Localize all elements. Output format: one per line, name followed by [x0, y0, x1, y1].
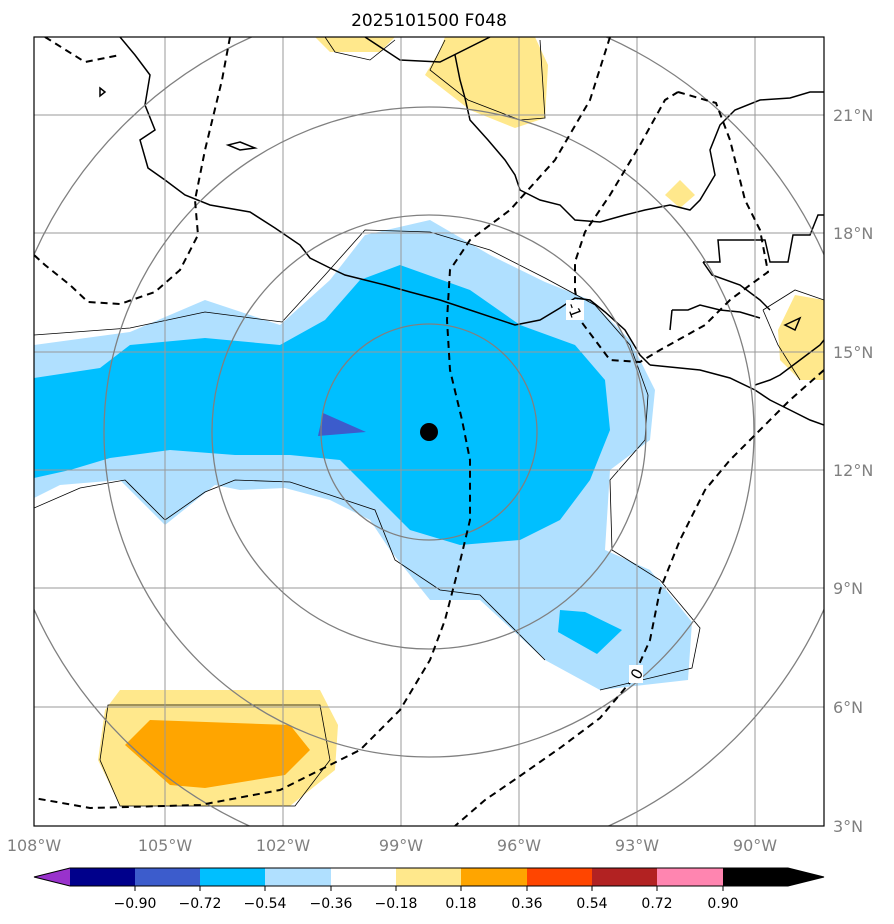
- lon-labels: 108°W 105°W 102°W 99°W 96°W 93°W 90°W: [7, 836, 777, 855]
- colorbar-segment: [331, 868, 396, 886]
- colorbar-segment: [657, 868, 723, 886]
- lon-label: 90°W: [733, 836, 777, 855]
- lat-label: 15°N: [833, 343, 873, 362]
- colorbar-segment: [70, 868, 135, 886]
- colorbar-extend-high: [723, 868, 824, 886]
- colorbar-segment: [396, 868, 461, 886]
- colorbar-tick-label: −0.72: [179, 896, 222, 912]
- lat-label: 21°N: [833, 106, 873, 125]
- lat-label: 3°N: [833, 817, 863, 836]
- lon-label: 108°W: [7, 836, 62, 855]
- lat-label: 6°N: [833, 698, 863, 717]
- lon-label: 99°W: [379, 836, 423, 855]
- colorbar-extend-low: [34, 868, 70, 886]
- lat-label: 9°N: [833, 579, 863, 598]
- thin-contours: [34, 37, 824, 807]
- fill-orange: [125, 720, 310, 788]
- colorbar-ticks: [134, 886, 724, 891]
- map-title: 2025101500 F048: [351, 11, 507, 31]
- colorbar-segment: [200, 868, 265, 886]
- lon-label: 105°W: [138, 836, 193, 855]
- fill-royalblue: [318, 413, 366, 436]
- dashed-contours: [34, 37, 824, 826]
- lat-label: 18°N: [833, 224, 873, 243]
- fill-yellow-top2: [425, 37, 548, 128]
- colorbar-tick-label: 0.54: [576, 896, 607, 912]
- range-rings: [34, 37, 824, 826]
- colorbar-segment: [135, 868, 200, 886]
- fill-yellow-small: [665, 180, 695, 208]
- colorbar: −0.90 −0.72 −0.54 −0.36 −0.18 0.18 0.36 …: [33, 867, 825, 912]
- colorbar-tick-label: −0.54: [244, 896, 287, 912]
- colorbar-segment: [461, 868, 527, 886]
- map-area: -1 0: [34, 37, 824, 826]
- fill-skyblue: [34, 265, 610, 545]
- coastlines: [99, 37, 824, 426]
- contour-label-minus1: -1: [563, 300, 585, 320]
- storm-center-marker: [420, 423, 438, 441]
- colorbar-outline: [33, 867, 825, 887]
- lat-labels: 21°N 18°N 15°N 12°N 9°N 6°N 3°N: [833, 106, 873, 836]
- lon-label: 102°W: [256, 836, 311, 855]
- colorbar-tick-label: −0.18: [375, 896, 418, 912]
- colorbar-tick-label: −0.36: [310, 896, 353, 912]
- contour-label-bg-0: [629, 665, 643, 683]
- contour-label-bg-1: [566, 300, 584, 320]
- colorbar-segment: [592, 868, 657, 886]
- colorbar-tick-label: 0.18: [445, 896, 476, 912]
- fill-skyblue-small: [558, 610, 622, 654]
- fill-yellow-east: [778, 295, 824, 380]
- lon-label: 93°W: [615, 836, 659, 855]
- fill-yellow-top: [315, 37, 395, 52]
- colorbar-tick-label: 0.90: [707, 896, 738, 912]
- colorbar-tick-label: 0.36: [511, 896, 542, 912]
- lat-label: 12°N: [833, 461, 873, 480]
- colorbar-tick-label: 0.72: [641, 896, 672, 912]
- graticule: [34, 37, 824, 826]
- colorbar-segment: [265, 868, 331, 886]
- map-frame: [33, 36, 825, 827]
- colorbar-segment: [527, 868, 592, 886]
- colorbar-tick-label: −0.90: [114, 896, 157, 912]
- lon-label: 96°W: [497, 836, 541, 855]
